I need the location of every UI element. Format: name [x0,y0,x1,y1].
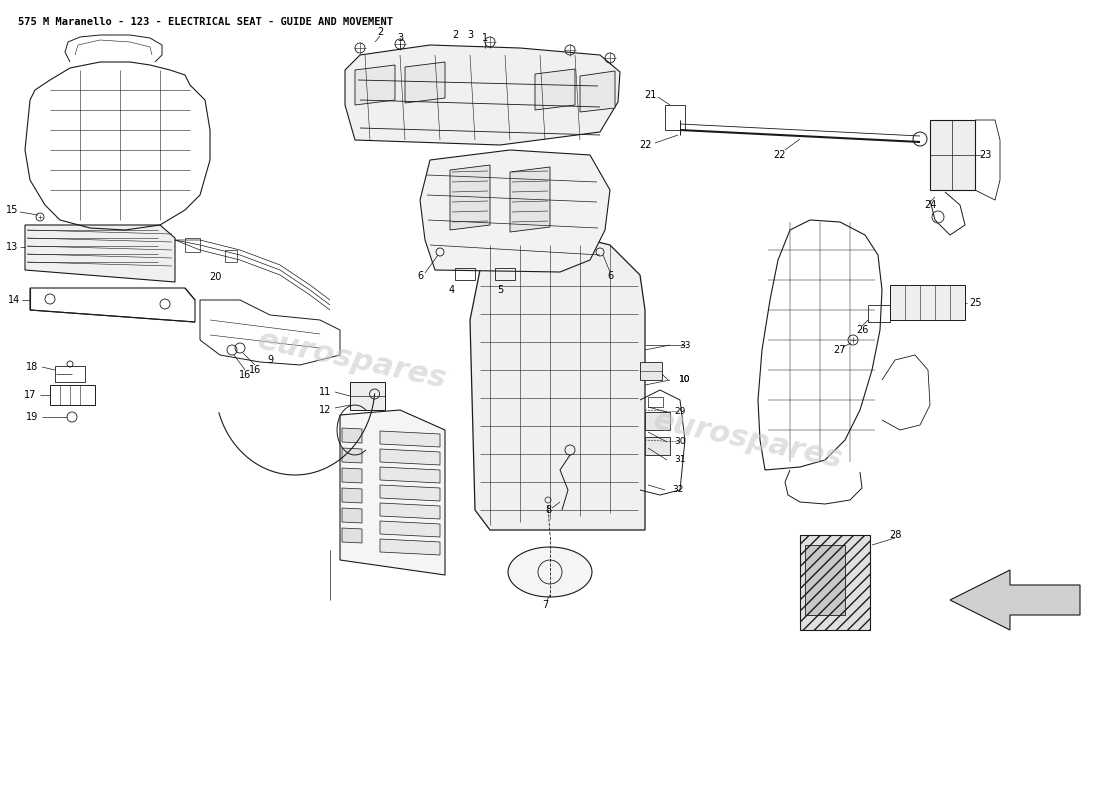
Text: 5: 5 [497,285,503,295]
Text: 26: 26 [856,325,868,335]
Text: 22: 22 [639,140,651,150]
Polygon shape [342,488,362,503]
Text: 21: 21 [644,90,657,100]
Text: 4: 4 [449,285,455,295]
Polygon shape [350,382,385,410]
Polygon shape [950,570,1080,630]
Polygon shape [342,528,362,543]
Text: 10: 10 [680,375,691,385]
Polygon shape [340,410,446,575]
Text: 25: 25 [969,298,981,308]
Text: 18: 18 [26,362,39,372]
Text: 3: 3 [466,30,473,40]
Bar [50,385,95,405]
Polygon shape [342,508,362,523]
Polygon shape [470,235,645,530]
Text: 16: 16 [249,365,261,375]
Text: 29: 29 [674,407,685,417]
Polygon shape [379,467,440,483]
Text: 32: 32 [672,486,684,494]
Text: 15: 15 [6,205,18,215]
Polygon shape [805,545,845,615]
Bar [640,362,662,380]
Polygon shape [345,45,620,145]
Polygon shape [379,503,440,519]
Polygon shape [342,428,362,443]
Polygon shape [890,285,965,320]
Polygon shape [800,535,870,630]
Text: eurospares: eurospares [255,326,449,394]
Polygon shape [379,449,440,465]
Polygon shape [355,65,395,105]
Polygon shape [508,547,592,597]
Text: 6: 6 [607,271,613,281]
Polygon shape [379,539,440,555]
Text: 12: 12 [319,405,331,415]
Text: 19: 19 [26,412,39,422]
Text: 31: 31 [674,455,685,465]
Text: 20: 20 [209,272,221,282]
Polygon shape [510,167,550,232]
Polygon shape [342,448,362,463]
Text: 575 M Maranello - 123 - ELECTRICAL SEAT - GUIDE AND MOVEMENT: 575 M Maranello - 123 - ELECTRICAL SEAT … [18,17,393,27]
Polygon shape [379,521,440,537]
Text: 11: 11 [319,387,331,397]
Text: 13: 13 [6,242,18,252]
Text: 27: 27 [834,345,846,355]
Text: 3: 3 [397,33,403,43]
Bar [645,437,670,455]
Polygon shape [450,165,490,230]
Bar [645,412,670,430]
Text: 2: 2 [452,30,458,40]
Bar [648,397,663,407]
Text: 23: 23 [979,150,991,160]
Bar [185,238,200,252]
Polygon shape [535,69,575,110]
Text: 1: 1 [482,33,488,43]
Bar [55,366,85,382]
Text: 22: 22 [773,150,786,160]
Polygon shape [342,468,362,483]
Bar [226,250,236,262]
Bar [495,268,515,280]
Text: 14: 14 [8,295,20,305]
Polygon shape [580,71,615,112]
Polygon shape [379,485,440,501]
Text: 9: 9 [267,355,273,365]
Text: 2: 2 [377,27,383,37]
Polygon shape [25,225,175,282]
Bar [455,268,475,280]
Text: 8: 8 [544,505,551,515]
Text: 24: 24 [924,200,936,210]
Text: eurospares: eurospares [651,406,845,474]
Polygon shape [379,431,440,447]
Circle shape [538,560,562,584]
Text: 16: 16 [239,370,251,380]
Text: 10: 10 [680,375,691,385]
Text: 17: 17 [24,390,36,400]
Text: 33: 33 [680,341,691,350]
Text: 30: 30 [674,438,685,446]
Polygon shape [420,150,610,272]
Text: 7: 7 [542,600,548,610]
Polygon shape [930,120,975,190]
Text: 6: 6 [417,271,424,281]
Polygon shape [405,62,446,103]
Text: 28: 28 [889,530,901,540]
